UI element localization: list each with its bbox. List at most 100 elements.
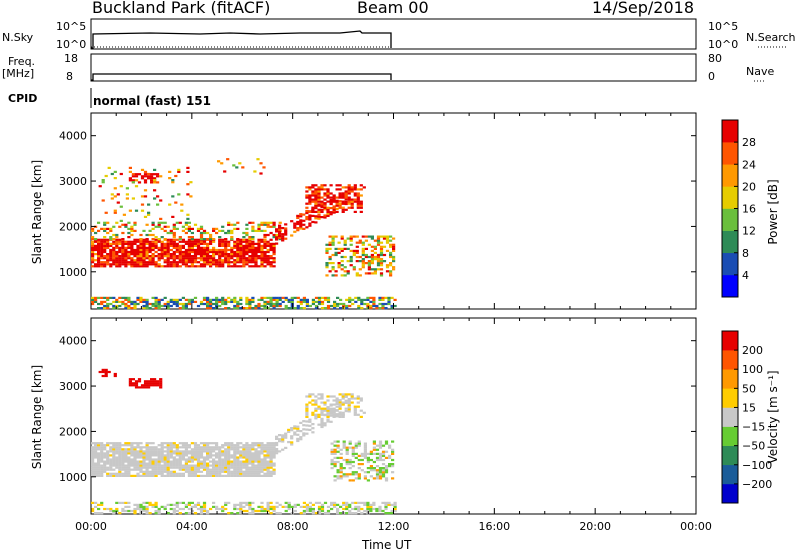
echo-cell xyxy=(212,454,216,457)
echo-cell xyxy=(263,259,267,262)
echo-cell xyxy=(184,462,188,465)
echo-cell xyxy=(97,221,101,224)
echo-cell xyxy=(242,238,246,241)
x-axis-label: Time UT xyxy=(362,538,412,552)
echo-cell xyxy=(103,240,107,243)
echo-cell xyxy=(142,509,146,513)
echo-cell xyxy=(145,468,149,471)
echo-cell xyxy=(166,464,170,467)
echo-cell xyxy=(302,501,306,504)
echo-cell xyxy=(346,247,350,250)
echo-cell xyxy=(101,370,105,374)
echo-cell xyxy=(142,261,146,264)
echo-cell xyxy=(187,242,191,245)
echo-cell xyxy=(97,238,101,241)
echo-cell xyxy=(202,505,207,508)
echo-cell xyxy=(260,248,264,252)
echo-cell xyxy=(187,503,191,506)
echo-cell xyxy=(150,380,154,383)
echo-cell xyxy=(364,272,368,275)
echo-cell xyxy=(320,196,324,199)
echo-cell xyxy=(239,503,243,506)
echo-cell xyxy=(139,298,143,301)
echo-cell xyxy=(336,503,340,506)
echo-cell xyxy=(392,258,396,261)
echo-cell xyxy=(260,509,264,513)
echo-cell xyxy=(193,259,198,262)
echo-cell xyxy=(367,266,371,269)
echo-cell xyxy=(91,446,95,449)
echo-cell xyxy=(154,472,158,475)
echo-cell xyxy=(375,452,380,455)
echo-cell xyxy=(100,512,104,515)
echo-cell xyxy=(212,259,216,262)
echo-cell xyxy=(263,509,267,513)
echo-cell xyxy=(329,414,333,417)
echo-cell xyxy=(389,245,393,248)
echo-cell xyxy=(124,456,128,459)
echo-cell xyxy=(153,382,157,385)
echo-cell xyxy=(130,474,134,477)
echo-cell xyxy=(112,296,116,299)
echo-cell xyxy=(128,209,132,212)
echo-cell xyxy=(157,509,161,513)
echo-cell xyxy=(263,460,267,463)
echo-cell xyxy=(196,458,201,461)
echo-cell xyxy=(372,452,376,455)
echo-cell xyxy=(139,259,143,262)
echo-cell xyxy=(212,257,216,260)
echo-cell xyxy=(254,229,258,232)
echo-cell xyxy=(367,264,371,267)
echo-cell xyxy=(187,300,191,303)
echo-cell xyxy=(121,464,125,467)
echo-cell xyxy=(215,505,219,508)
echo-cell xyxy=(326,208,330,211)
echo-cell xyxy=(94,265,98,268)
echo-cell xyxy=(130,257,134,260)
echo-cell xyxy=(340,255,344,259)
echo-cell xyxy=(339,298,343,301)
echo-cell xyxy=(175,501,179,504)
echo-cell xyxy=(127,231,131,235)
echo-cell xyxy=(187,466,191,469)
echo-cell xyxy=(242,509,246,513)
echo-cell xyxy=(224,246,228,249)
echo-cell xyxy=(233,265,237,268)
echo-cell xyxy=(263,507,267,511)
echo-cell xyxy=(139,446,143,449)
echo-cell xyxy=(372,302,376,306)
echo-cell xyxy=(145,472,149,475)
echo-cell xyxy=(151,458,155,461)
echo-cell xyxy=(329,395,333,398)
echo-cell xyxy=(169,242,173,245)
echo-cell xyxy=(332,395,336,398)
colorbar-swatch xyxy=(722,331,738,351)
echo-cell xyxy=(134,185,139,188)
echo-cell xyxy=(115,460,119,463)
echo-cell xyxy=(199,470,204,473)
echo-cell xyxy=(347,198,351,201)
echo-cell xyxy=(142,253,146,256)
echo-cell xyxy=(272,472,276,475)
echo-cell xyxy=(100,257,104,260)
echo-cell xyxy=(154,304,158,308)
echo-cell xyxy=(326,399,330,402)
echo-cell xyxy=(109,302,113,306)
echo-cell xyxy=(143,175,148,178)
echo-cell xyxy=(115,250,119,254)
echo-cell xyxy=(202,238,207,241)
echo-cell xyxy=(375,307,379,310)
echo-cell xyxy=(348,460,352,464)
echo-cell xyxy=(245,261,249,264)
echo-cell xyxy=(221,263,225,266)
echo-cell xyxy=(281,237,285,240)
echo-cell xyxy=(236,512,240,515)
echo-cell xyxy=(236,456,240,459)
echo-cell xyxy=(139,466,143,469)
echo-cell xyxy=(314,192,318,195)
echo-cell xyxy=(153,177,157,180)
echo-cell xyxy=(227,470,231,473)
echo-cell xyxy=(269,470,273,473)
echo-cell xyxy=(103,248,107,252)
echo-cell xyxy=(236,257,240,260)
